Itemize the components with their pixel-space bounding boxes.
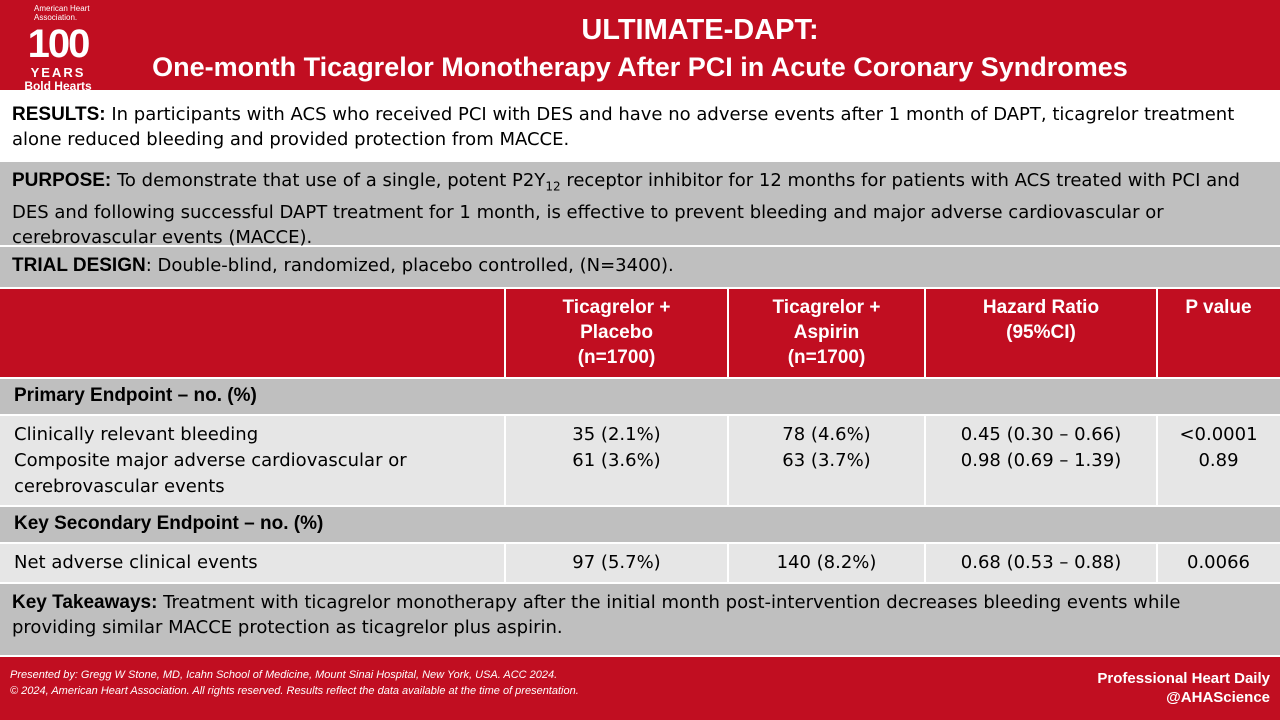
purpose-text: receptor inhibitor for 12 months for pat… — [12, 170, 1240, 248]
presenter: Presented by: Gregg W Stone, MD, Icahn S… — [10, 669, 558, 681]
purpose-subscript: 12 — [545, 179, 561, 194]
column-header-line: P value — [1185, 297, 1252, 318]
title: ULTIMATE-DAPT: — [581, 14, 819, 46]
takeaways-text: Treatment with ticagrelor monotherapy af… — [12, 592, 1181, 638]
row-labels: Net adverse clinical events — [14, 550, 484, 576]
brand: Professional Heart Daily — [1097, 670, 1270, 687]
purpose-text: To demonstrate that use of a single, pot… — [116, 170, 546, 191]
column-divider — [924, 416, 926, 505]
row-label: Net adverse clinical events — [14, 552, 258, 573]
cell-value: 0.45 (0.30 – 0.66) — [960, 424, 1122, 445]
purpose: PURPOSE: To demonstrate that use of a si… — [0, 162, 1280, 248]
column-header-line: Ticagrelor + — [562, 297, 671, 318]
column-header: Hazard Ratio (95%CI) — [925, 295, 1157, 345]
column-header-line: Hazard Ratio — [982, 297, 1100, 318]
logo-tagline: Bold Hearts — [24, 79, 92, 93]
section-title: Key Secondary Endpoint – no. (%) — [14, 513, 324, 534]
column-divider — [1156, 416, 1158, 505]
column-header-line: (95%CI) — [1006, 322, 1076, 343]
handle: @AHAScience — [1166, 689, 1270, 706]
column-divider — [504, 416, 506, 505]
cell-group: 0.68 (0.53 – 0.88) — [925, 550, 1157, 576]
column-divider — [727, 544, 729, 582]
cell-value: 0.98 (0.69 – 1.39) — [960, 450, 1122, 471]
column-header-line: Aspirin — [793, 322, 860, 343]
table-header: Ticagrelor + Placebo (n=1700) Ticagrelor + A… — [0, 289, 1280, 377]
results-label: RESULTS: — [12, 104, 106, 125]
logo-org: American Heart Association. — [34, 4, 90, 22]
copyright: © 2024, American Heart Association. All … — [10, 685, 579, 697]
column-header-line: Placebo — [580, 322, 653, 343]
column-divider — [924, 289, 926, 377]
column-header-line: (n=1700) — [787, 347, 866, 368]
trial-design-text: : Double-blind, randomized, placebo cont… — [145, 255, 674, 276]
takeaways: Key Takeaways: Treatment with ticagrelor… — [0, 584, 1280, 655]
cell-value: 0.89 — [1198, 450, 1239, 471]
logo: American Heart Association. 100 YEARS Bo… — [8, 4, 108, 93]
row-label: Composite major adverse cardiovascular o… — [14, 450, 407, 497]
cell-group: 78 (4.6%) 63 (3.7%) — [728, 422, 925, 474]
results-text: In participants with ACS who received PC… — [12, 104, 1235, 150]
cell-group: 0.45 (0.30 – 0.66) 0.98 (0.69 – 1.39) — [925, 422, 1157, 474]
column-header-line: (n=1700) — [577, 347, 656, 368]
column-divider — [1156, 544, 1158, 582]
section-row: Key Secondary Endpoint – no. (%) — [0, 507, 1280, 542]
cell-value: 78 (4.6%) — [782, 424, 871, 445]
cell-value: 0.0066 — [1187, 552, 1250, 573]
cell-value: 140 (8.2%) — [776, 552, 877, 573]
results: RESULTS: In participants with ACS who re… — [0, 96, 1280, 160]
section-title: Primary Endpoint – no. (%) — [14, 385, 257, 406]
cell-group: 0.0066 — [1157, 550, 1280, 576]
cell-value: 63 (3.7%) — [782, 450, 871, 471]
takeaways-label: Key Takeaways: — [12, 592, 158, 613]
cell-value: 97 (5.7%) — [572, 552, 661, 573]
footer: Presented by: Gregg W Stone, MD, Icahn S… — [0, 657, 1280, 720]
cell-value: 0.68 (0.53 – 0.88) — [960, 552, 1122, 573]
row-labels: Clinically relevant bleeding Composite ma… — [14, 422, 484, 500]
subtitle: One-month Ticagrelor Monotherapy After P… — [152, 52, 1128, 82]
header: American Heart Association. 100 YEARS Bo… — [0, 0, 1280, 93]
data-row: Net adverse clinical events 97 (5.7%) 140 … — [0, 544, 1280, 582]
column-divider — [727, 289, 729, 377]
column-divider — [504, 544, 506, 582]
logo-number: 100 — [27, 22, 91, 66]
cell-group: 35 (2.1%) 61 (3.6%) — [505, 422, 728, 474]
trial-design: TRIAL DESIGN: Double-blind, randomized, … — [0, 247, 1280, 287]
cell-group: 140 (8.2%) — [728, 550, 925, 576]
column-header: Ticagrelor + Placebo (n=1700) — [505, 295, 728, 370]
cell-group: <0.0001 0.89 — [1157, 422, 1280, 474]
column-divider — [1156, 289, 1158, 377]
logo-years: YEARS — [30, 65, 86, 80]
row-label: Clinically relevant bleeding — [14, 424, 259, 445]
trial-design-label: TRIAL DESIGN — [12, 255, 146, 276]
column-divider — [504, 289, 506, 377]
cell-group: 97 (5.7%) — [505, 550, 728, 576]
data-row: Clinically relevant bleeding Composite ma… — [0, 416, 1280, 505]
column-header: P value — [1157, 295, 1280, 320]
cell-value: 61 (3.6%) — [572, 450, 661, 471]
cell-value: 35 (2.1%) — [572, 424, 661, 445]
cell-value: <0.0001 — [1179, 424, 1258, 445]
section-row: Primary Endpoint – no. (%) — [0, 379, 1280, 414]
column-header: Ticagrelor + Aspirin (n=1700) — [728, 295, 925, 370]
column-divider — [924, 544, 926, 582]
column-divider — [727, 416, 729, 505]
purpose-label: PURPOSE: — [12, 170, 112, 191]
column-header-line: Ticagrelor + — [772, 297, 881, 318]
